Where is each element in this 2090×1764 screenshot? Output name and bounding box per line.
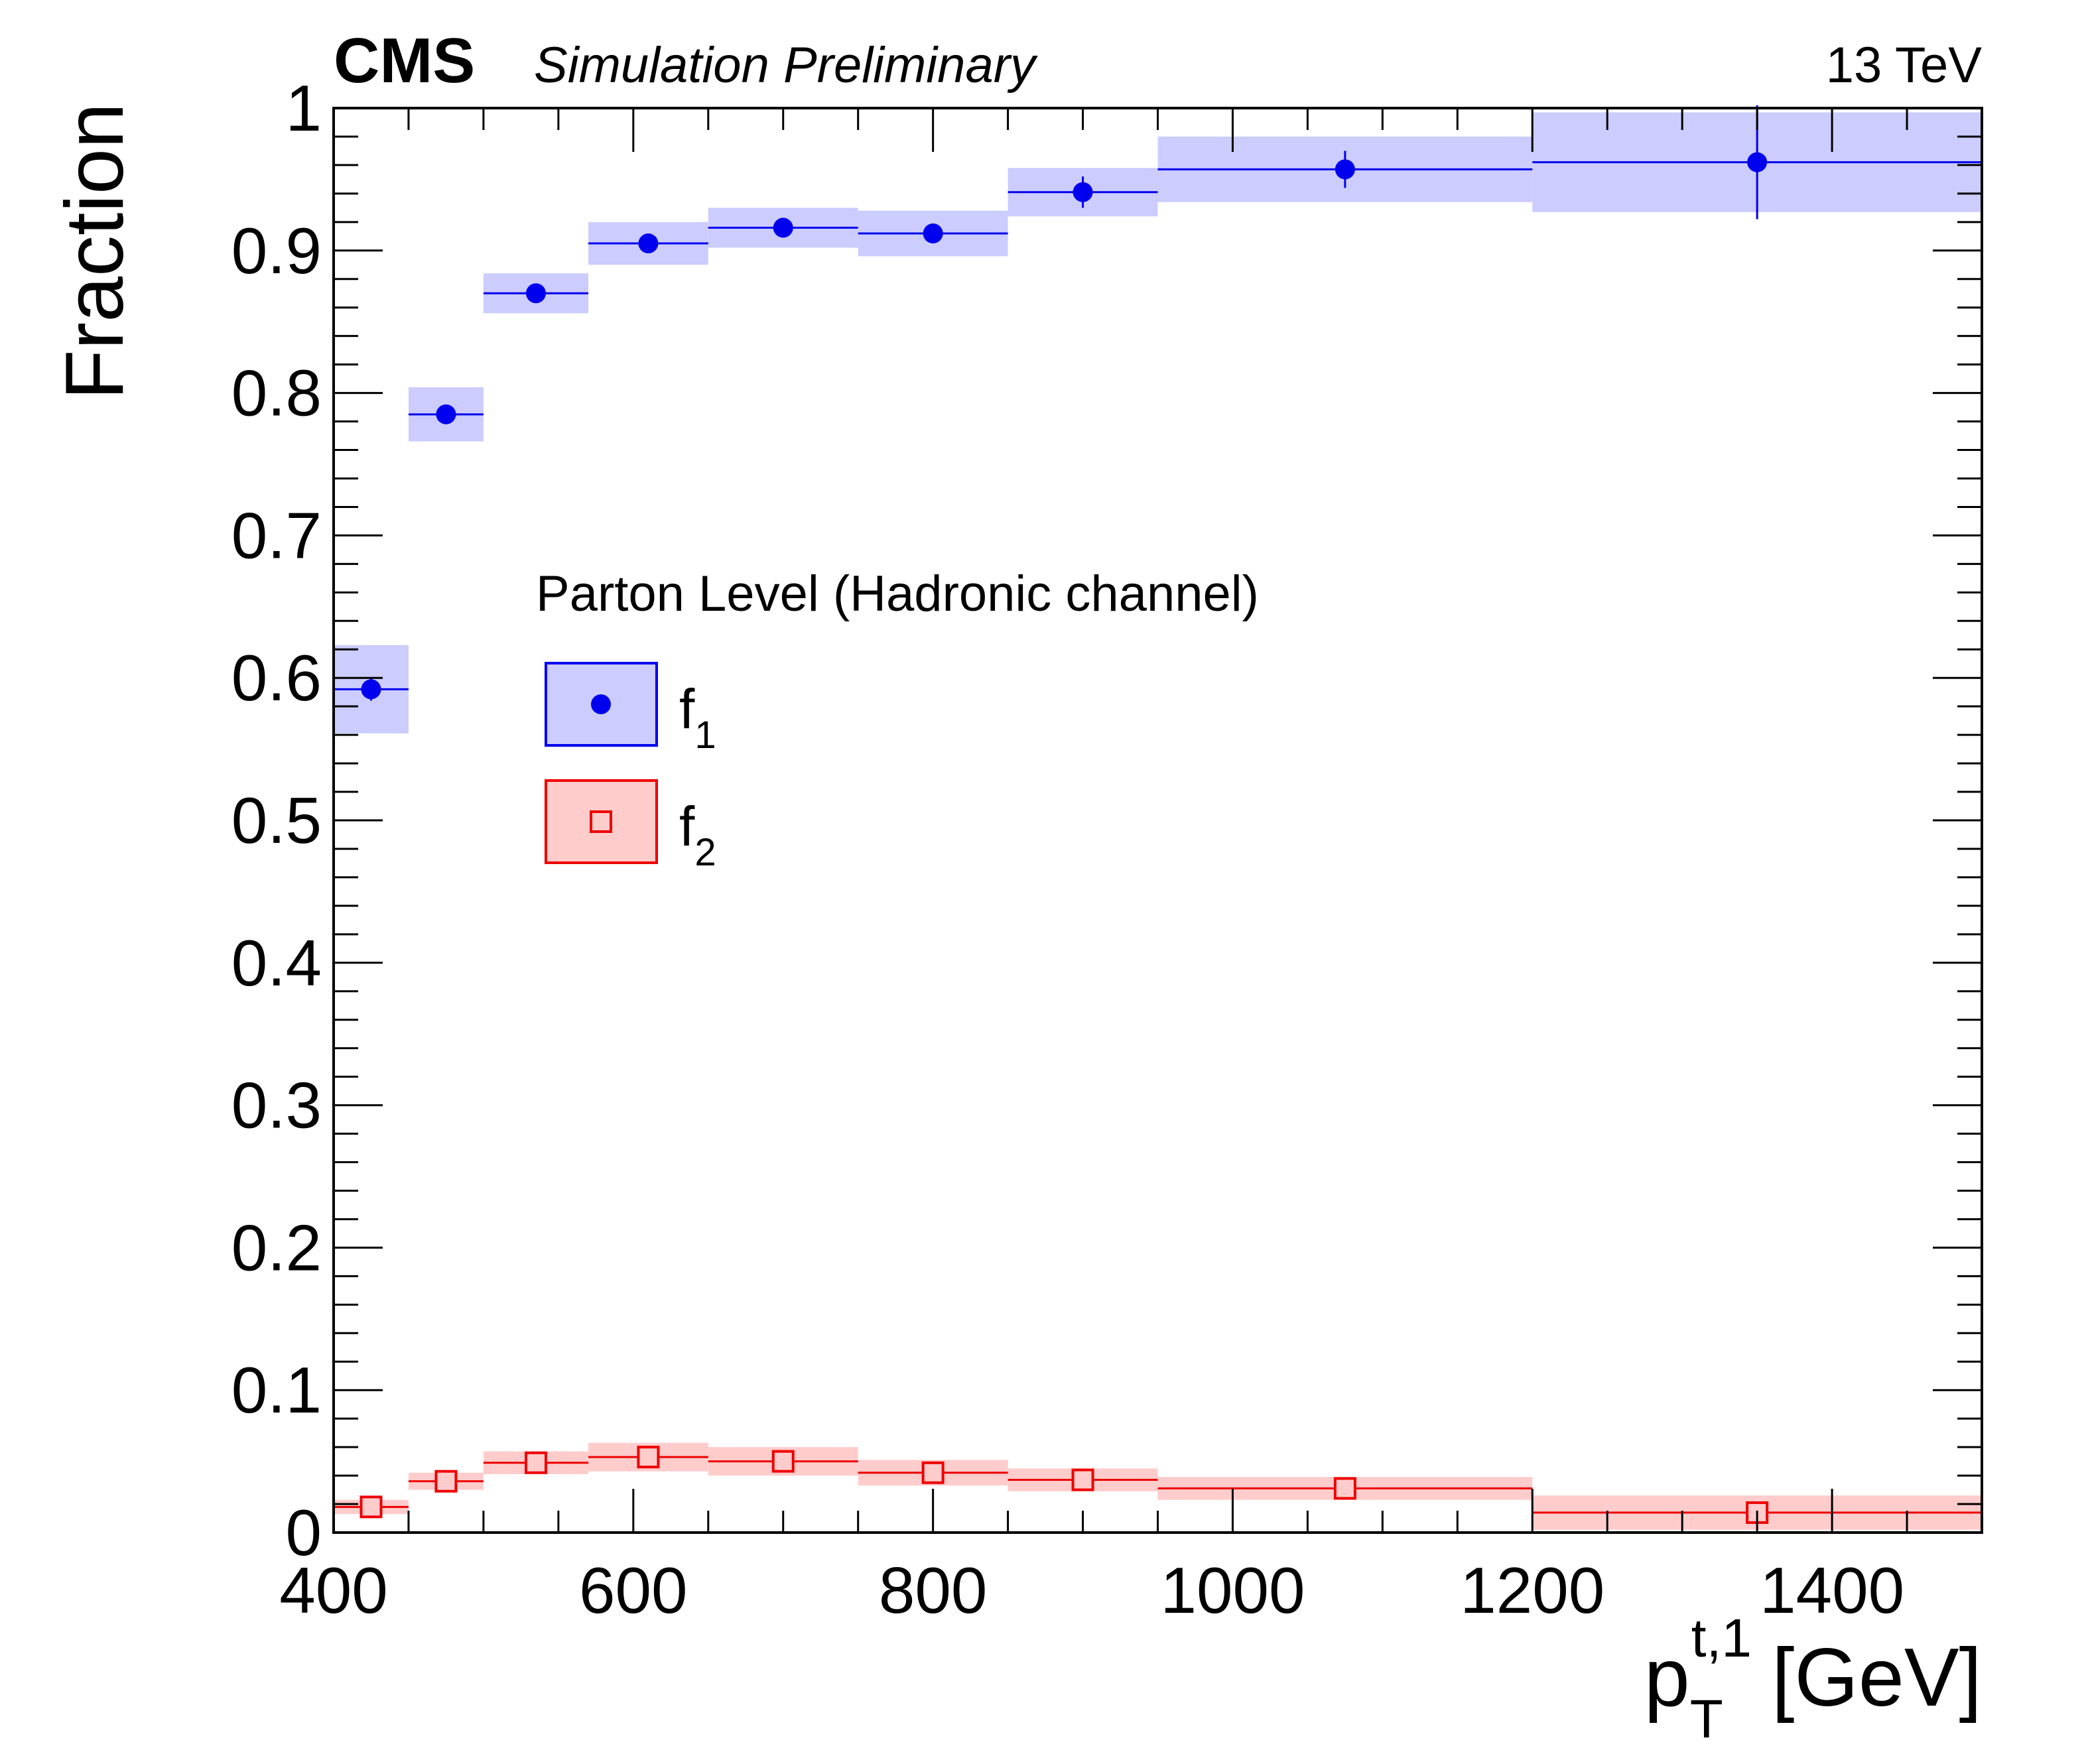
legend: Parton Level (Hadronic channel) f1 f2 [536,566,1259,874]
x-tick-label-1: 600 [579,1554,688,1627]
f1-point-2 [525,283,546,304]
y-tick-label-6: 0.6 [231,641,322,714]
energy-label: 13 TeV [1826,37,1983,94]
legend-f2-label: f2 [679,795,716,874]
f2-point-2 [524,1451,547,1474]
legend-f1-swatch [545,662,658,747]
tag-label: Simulation Preliminary [534,37,1038,94]
f2-point-6 [1071,1468,1094,1491]
axis-ticks [332,107,1983,1534]
f1-point-6 [1073,182,1093,202]
legend-f1-label-main: f [679,678,695,740]
y-tick-label-8: 0.8 [231,357,322,430]
x-tick-label-2: 800 [879,1554,988,1627]
svg-text:pTt,1[GeV]: pTt,1 [GeV] [1644,1608,1982,1749]
y-tick-label-1: 0.1 [231,1354,322,1426]
f2-point-4 [771,1450,795,1473]
legend-f2-label-main: f [679,795,695,857]
f1-point-3 [638,233,659,254]
legend-f2-marker [590,810,612,833]
f1-point-5 [923,223,943,244]
f2-point-1 [434,1470,458,1493]
legend-f1-marker [591,694,611,714]
y-tick-label-2: 0.2 [231,1211,322,1284]
y-axis-title: Fraction [49,103,141,400]
y-tick-label-5: 0.5 [231,784,322,857]
x-axis-title-unit: [GeV] [1772,1632,1982,1724]
x-tick-label-3: 1000 [1160,1554,1305,1627]
legend-f1-label: f1 [679,678,716,757]
axis-tick-labels: 400 600 800 1000 1200 1400 0 0.1 0.2 0.3 0.4 0.5 0.6… [231,72,1904,1627]
y-tick-label-9: 0.9 [231,214,322,287]
f1-point-8 [1747,152,1768,172]
x-tick-label-5: 1400 [1760,1554,1904,1627]
f1-point-0 [361,679,381,700]
f1-point-4 [773,218,793,238]
f2-point-7 [1333,1477,1356,1500]
x-axis-title-subscript: T [1690,1689,1723,1749]
y-tick-label-7: 0.7 [231,499,322,572]
f1-point-1 [436,404,456,424]
x-axis-title-superscript: t,1 [1691,1608,1752,1669]
x-tick-label-0: 400 [279,1554,388,1627]
legend-f1-label-subscript: 1 [694,714,716,757]
f2-point-0 [359,1495,383,1519]
y-tick-label-10: 1 [285,72,322,145]
f2-point-3 [637,1446,660,1469]
x-tick-label-4: 1200 [1460,1554,1604,1627]
x-axis-title-main: p [1644,1632,1690,1724]
f2-point-5 [921,1461,945,1484]
experiment-label: CMS [334,25,475,96]
x-axis-title: pTt,1 [GeV] [1644,1608,1982,1749]
y-tick-label-0: 0 [285,1496,322,1569]
y-tick-label-4: 0.4 [231,926,322,999]
y-tick-label-3: 0.3 [231,1069,322,1142]
legend-f2-label-subscript: 2 [694,831,716,874]
f1-point-7 [1335,159,1355,180]
legend-title: Parton Level (Hadronic channel) [536,566,1259,622]
